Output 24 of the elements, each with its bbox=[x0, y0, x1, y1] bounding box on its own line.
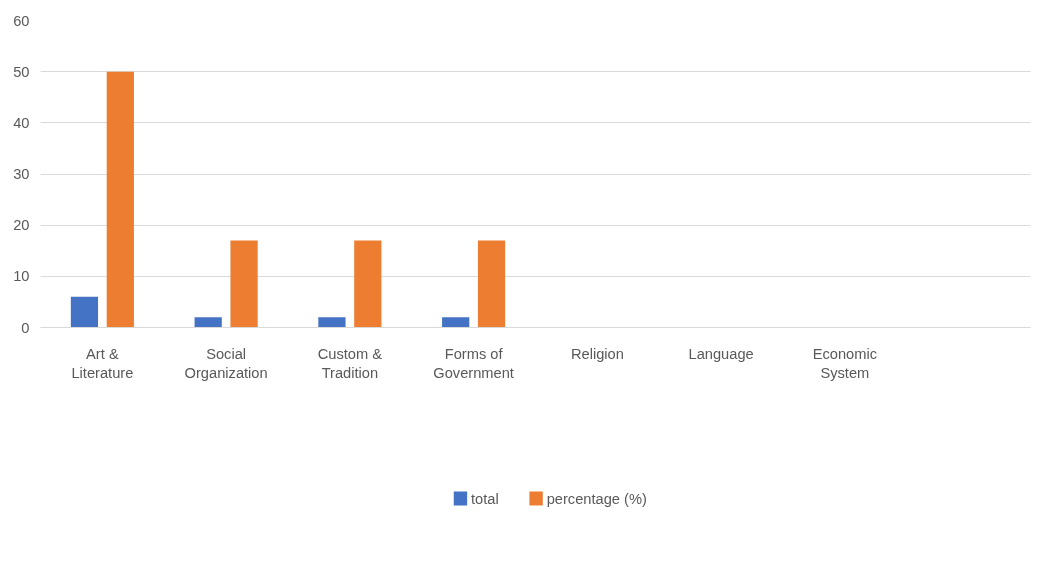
y-tick-label: 10 bbox=[13, 268, 30, 285]
bar bbox=[442, 317, 470, 328]
x-tick-label: Custom & Tradition bbox=[317, 345, 383, 381]
y-tick-label: 30 bbox=[13, 166, 30, 182]
bar bbox=[477, 240, 506, 328]
y-tick-label: 50 bbox=[13, 63, 30, 80]
legend-label: percentage (%) bbox=[546, 490, 647, 507]
bar bbox=[354, 240, 382, 328]
x-tick-label: Art & Literature bbox=[71, 345, 134, 381]
bar bbox=[70, 296, 99, 328]
bar bbox=[318, 317, 346, 328]
bar bbox=[230, 240, 258, 328]
x-tick-label: Economic System bbox=[812, 345, 878, 381]
x-tick-label: Forms of Government bbox=[433, 345, 514, 381]
y-tick-label: 40 bbox=[13, 114, 30, 131]
x-tick-label: Religion bbox=[570, 345, 624, 362]
y-tick-label: 20 bbox=[13, 217, 30, 234]
legend-label: total bbox=[470, 490, 499, 507]
bar bbox=[194, 317, 222, 328]
x-tick-label: Language bbox=[688, 345, 754, 362]
y-tick-label: 0 bbox=[21, 319, 30, 336]
bar bbox=[106, 71, 134, 328]
y-tick-label: 60 bbox=[13, 12, 30, 29]
x-tick-label: Social Organization bbox=[184, 345, 268, 381]
